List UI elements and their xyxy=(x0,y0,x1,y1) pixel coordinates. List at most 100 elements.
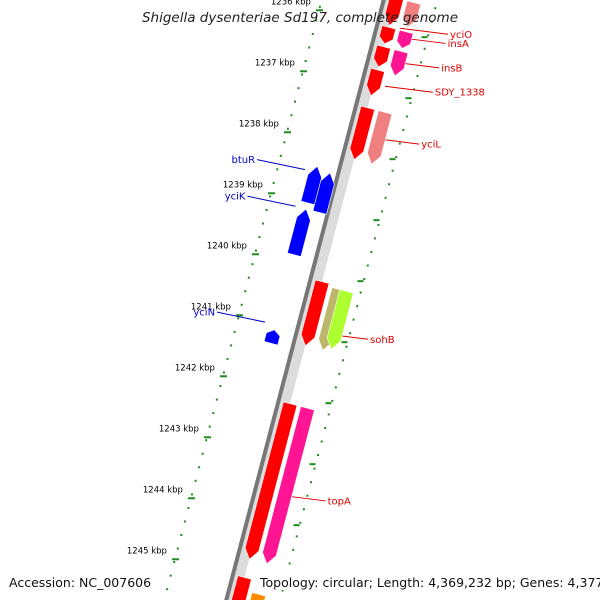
scale-dot-inner xyxy=(293,100,296,103)
scale-dot-inner xyxy=(226,357,229,360)
scale-dot-outer xyxy=(370,250,373,253)
scale-dot-outer xyxy=(309,481,312,484)
gene-arrow-topA-2 xyxy=(262,406,315,565)
scale-tick-label: 1239 kbp xyxy=(223,180,263,190)
gene-arrow-yciK xyxy=(286,208,311,257)
scale-dot-outer xyxy=(299,521,302,524)
gene-arrow-insA-2 xyxy=(396,29,414,49)
scale-dot-inner xyxy=(198,466,201,469)
gene-arrow-yciO xyxy=(384,0,404,26)
gene-arrow-next-2 xyxy=(249,592,266,600)
scale-tick-label: 1245 kbp xyxy=(127,546,167,556)
scale-dot-inner xyxy=(244,290,247,293)
scale-dot-outer xyxy=(363,278,366,281)
gene-label-line xyxy=(216,311,266,323)
gene-arrow-sohB xyxy=(300,279,330,347)
scale-dot-inner xyxy=(176,547,179,550)
scale-dot-inner xyxy=(290,114,293,117)
scale-dot-outer xyxy=(295,535,298,538)
backbone-line xyxy=(224,0,386,600)
gene-arrow-topA xyxy=(244,401,298,560)
gene-arrow-yciL-2 xyxy=(367,110,393,165)
scale-dot-outer xyxy=(281,589,284,592)
gene-arrow-yciL xyxy=(349,105,375,161)
gene-arrow-insB xyxy=(373,44,391,68)
scale-dot-outer xyxy=(349,332,352,335)
scale-dot-outer xyxy=(423,47,426,50)
gene-arrow-btuR-2 xyxy=(312,172,335,215)
scale-dot-outer xyxy=(327,413,330,416)
map-title: Shigella dysenteriae Sd197, complete gen… xyxy=(141,10,459,26)
scale-dot-inner xyxy=(187,506,190,509)
scale-dot-inner xyxy=(166,588,169,591)
scale-dot-outer xyxy=(395,156,398,159)
scale-dot-outer xyxy=(302,508,305,511)
gene-label-SDY_1338: SDY_1338 xyxy=(435,88,485,99)
scale-dot-inner xyxy=(297,87,300,90)
gene-label-insB: insB xyxy=(441,63,462,74)
scale-dot-outer xyxy=(384,196,387,199)
gene-label-line xyxy=(256,159,306,171)
scale-dot-inner xyxy=(173,561,176,564)
scale-dot-inner xyxy=(240,303,243,306)
scale-dot-outer xyxy=(434,7,437,10)
scale-dot-inner xyxy=(304,60,307,63)
scale-dot-inner xyxy=(311,32,314,35)
gene-arrow-yciO-2 xyxy=(402,0,422,28)
scale-dot-inner xyxy=(308,46,311,49)
accession-text: Accession: NC_007606 xyxy=(9,575,152,590)
scale-dot-inner xyxy=(301,73,304,76)
scale-dot-outer xyxy=(391,169,394,172)
gene-label-line xyxy=(247,195,296,207)
scale-dot-inner xyxy=(219,385,222,388)
scale-dot-outer xyxy=(416,74,419,77)
scale-dot-inner xyxy=(183,520,186,523)
scale-dot-inner xyxy=(190,493,193,496)
scale-dot-inner xyxy=(315,19,318,22)
scale-tick-label: 1243 kbp xyxy=(159,424,199,434)
scale-dot-inner xyxy=(283,141,286,144)
scale-dot-inner xyxy=(237,317,240,320)
scale-dot-outer xyxy=(320,440,323,443)
scale-dot-inner xyxy=(215,398,218,401)
scale-dot-inner xyxy=(262,222,265,225)
scale-dot-outer xyxy=(359,291,362,294)
gene-label-insA: insA xyxy=(448,39,469,50)
scale-dot-outer xyxy=(288,562,291,565)
gene-arrow-SDY_1338 xyxy=(366,67,385,97)
scale-dot-outer xyxy=(398,142,401,145)
scale-tick-label: 1242 kbp xyxy=(175,363,215,373)
scale-dot-inner xyxy=(251,263,254,266)
scale-dot-inner xyxy=(272,181,275,184)
gene-arrow-sohB-3 xyxy=(326,289,354,350)
scale-dot-outer xyxy=(430,20,433,23)
scale-dot-inner xyxy=(222,371,225,374)
scale-dot-inner xyxy=(265,208,268,211)
scale-tick-label: 1236 kbp xyxy=(271,0,311,7)
gene-label-yciK: yciK xyxy=(225,192,246,203)
scale-dot-outer xyxy=(292,548,295,551)
scale-dot-outer xyxy=(334,386,337,389)
gene-arrow-insB-2 xyxy=(389,49,409,77)
scale-dot-outer xyxy=(402,129,405,132)
scale-dot-outer xyxy=(377,223,380,226)
scale-dot-inner xyxy=(212,412,215,415)
scale-dot-outer xyxy=(405,115,408,118)
scale-dot-inner xyxy=(286,127,289,130)
scale-tick-label: 1238 kbp xyxy=(239,119,279,129)
scale-dot-outer xyxy=(352,318,355,321)
gene-arrow-next xyxy=(231,575,252,600)
scale-dot-outer xyxy=(366,264,369,267)
scale-dot-inner xyxy=(230,344,233,347)
scale-dot-outer xyxy=(324,426,327,429)
gene-label-line xyxy=(384,85,433,93)
scale-dot-outer xyxy=(317,454,320,457)
scale-dot-inner xyxy=(194,479,197,482)
gene-arrow-yciN xyxy=(263,329,281,346)
scale-dot-outer xyxy=(420,61,423,64)
scale-dot-outer xyxy=(388,183,391,186)
scale-dot-inner xyxy=(205,439,208,442)
scale-dot-inner xyxy=(318,5,321,8)
